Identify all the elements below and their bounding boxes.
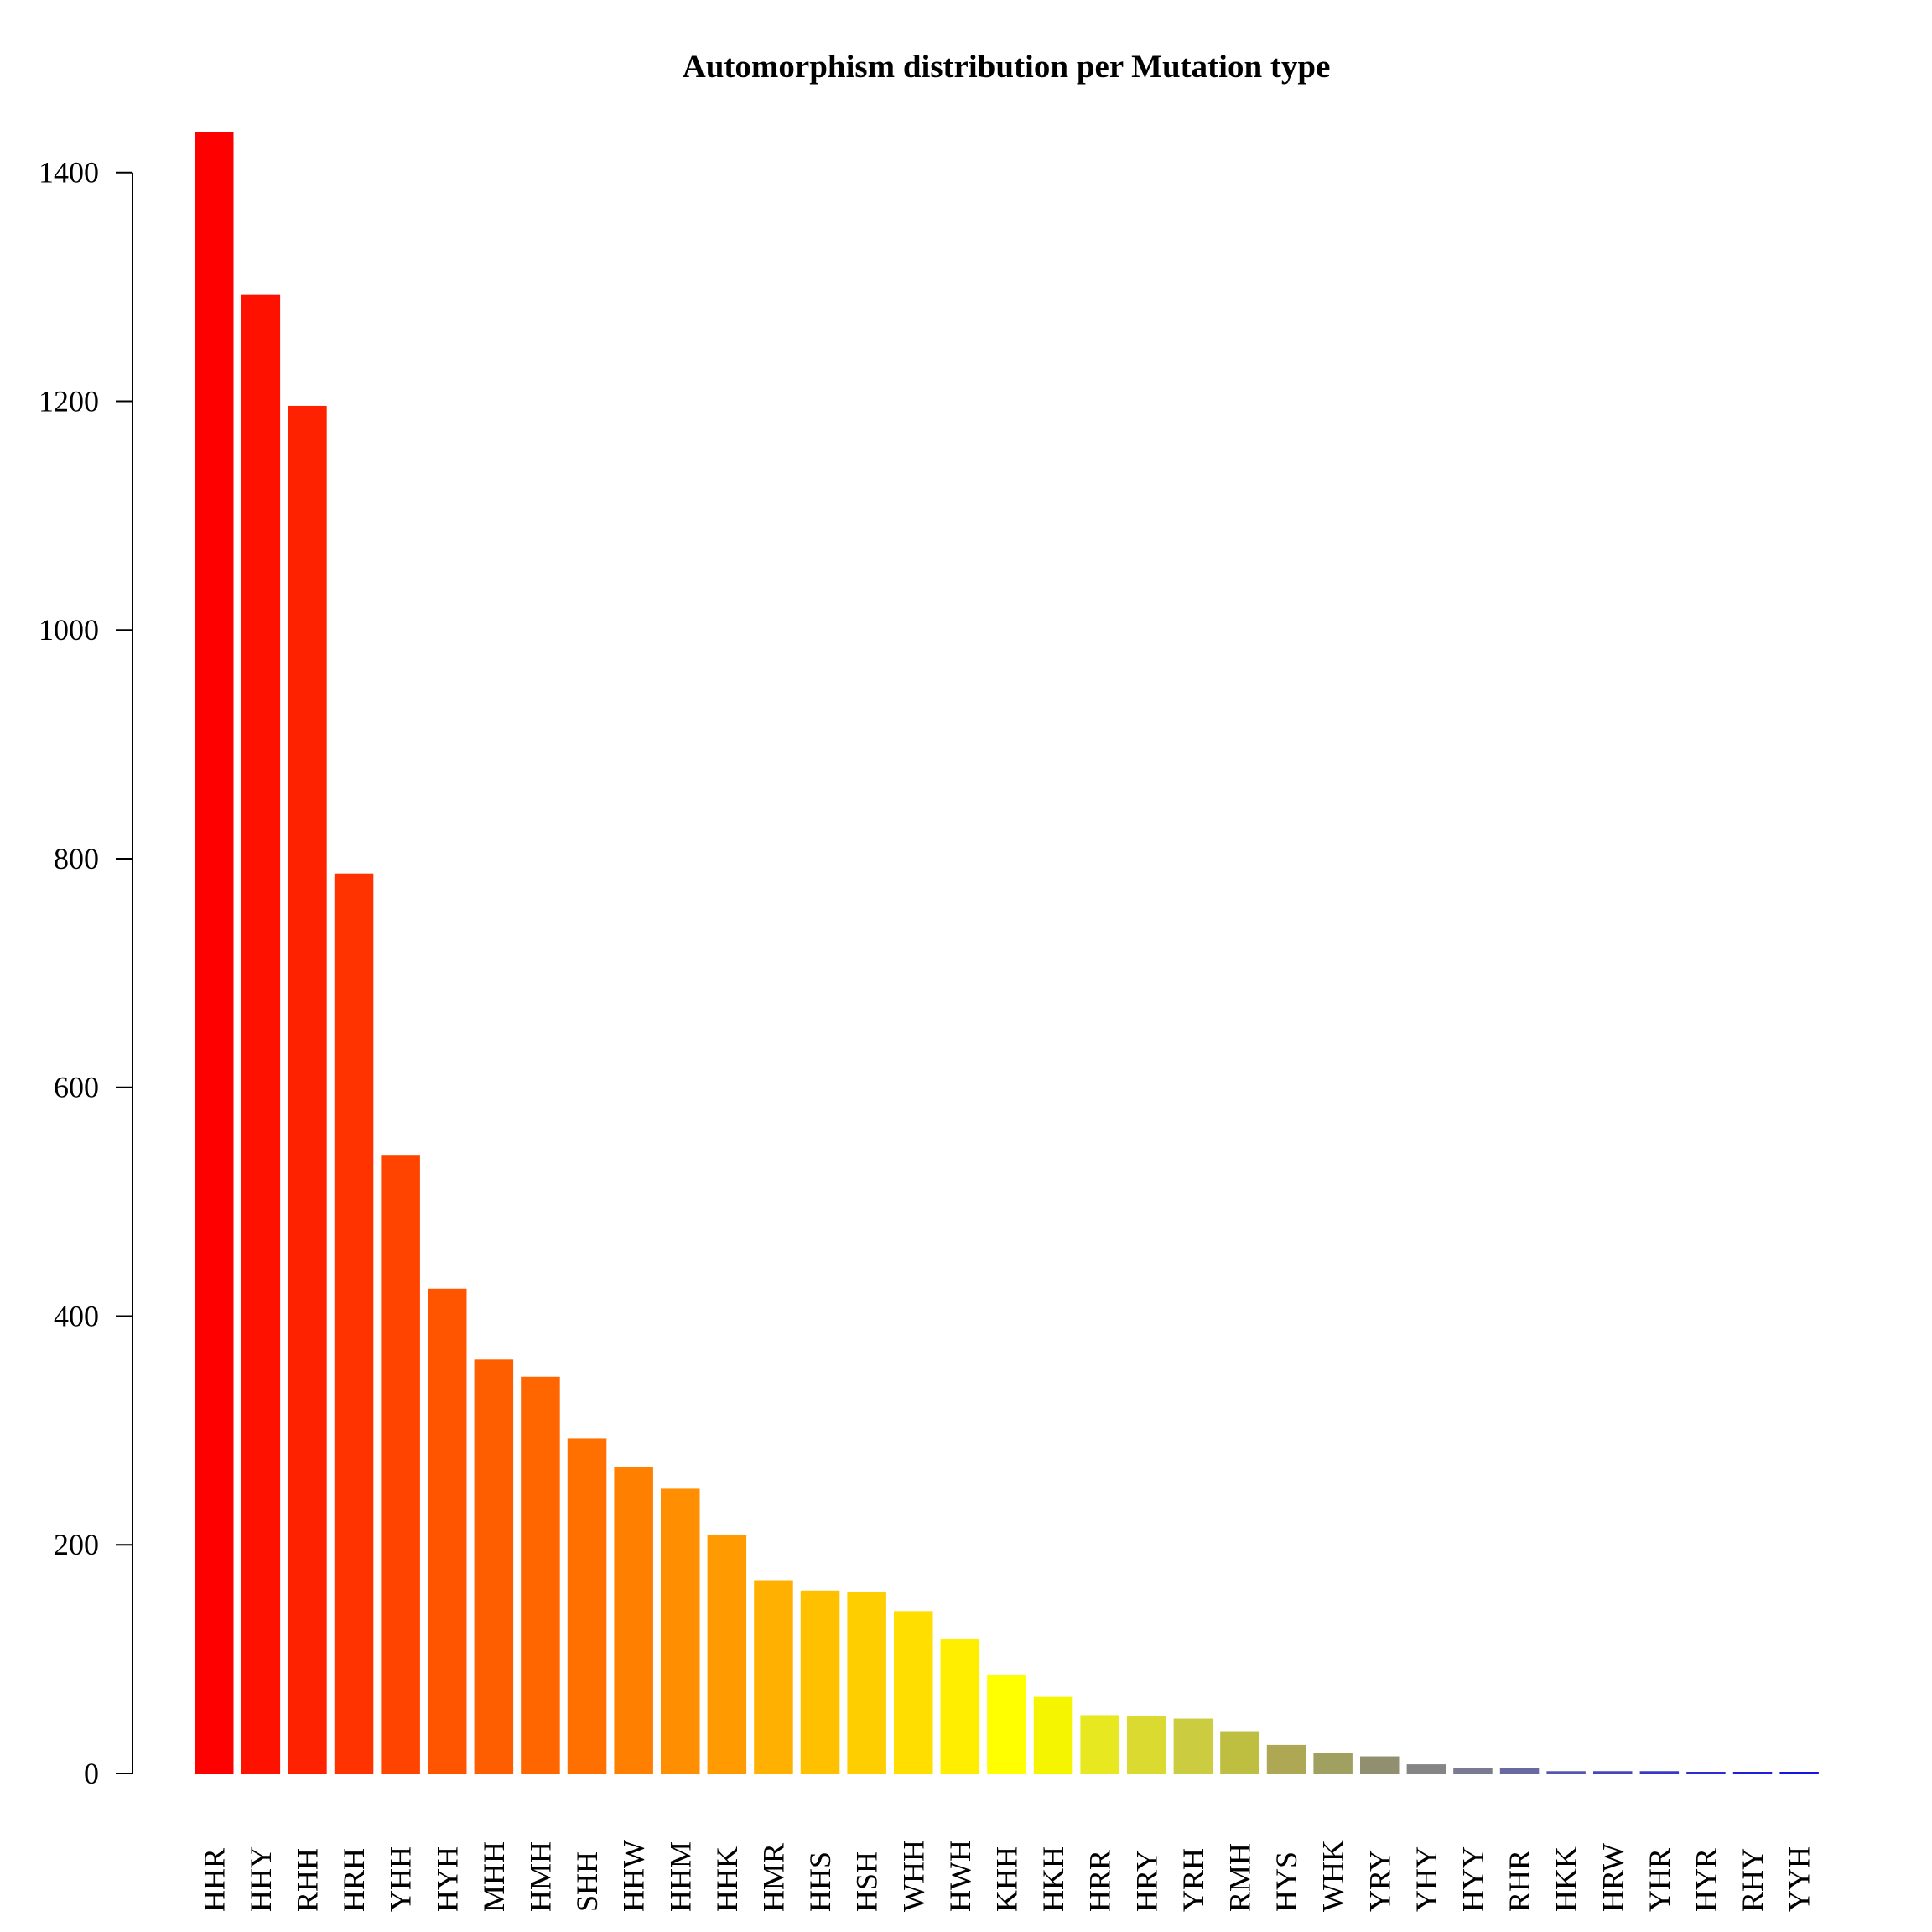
bar-hhy <box>241 294 281 1774</box>
y-tick-label: 200 <box>54 1528 99 1561</box>
x-tick-label: WHH <box>896 1840 930 1912</box>
bar-whh <box>894 1611 933 1774</box>
bar-hyh <box>428 1288 467 1774</box>
x-tick-label: HYY <box>1456 1846 1489 1912</box>
x-tick-label: HWH <box>943 1840 977 1912</box>
bar-mhh <box>474 1359 514 1774</box>
x-tick-label: RMH <box>1223 1843 1256 1912</box>
bar-hhm <box>661 1488 700 1774</box>
bar-hys <box>1266 1744 1306 1774</box>
bar-hmh <box>521 1376 560 1774</box>
x-tick-label: HYR <box>1689 1848 1722 1912</box>
y-tick-label: 400 <box>54 1299 99 1332</box>
x-tick-label: HHW <box>617 1840 651 1912</box>
bar-hsh <box>847 1592 886 1774</box>
y-tick-label: 1000 <box>39 613 99 647</box>
bar-yyh <box>1779 1772 1819 1774</box>
x-tick-label: HHM <box>663 1841 697 1912</box>
y-tick-label: 0 <box>84 1757 99 1790</box>
bar-rhy <box>1732 1772 1773 1774</box>
bar-yhr <box>1639 1771 1680 1774</box>
chart-title: Automorphism distribution per Mutation t… <box>683 49 1331 85</box>
bar-hyr <box>1686 1772 1726 1774</box>
bar-khh <box>987 1675 1026 1774</box>
x-tick-label: MHH <box>477 1841 511 1912</box>
x-tick-label: HRR <box>1083 1850 1117 1912</box>
bar-hrw <box>1593 1771 1633 1774</box>
bar-yry <box>1360 1756 1400 1774</box>
bars <box>195 132 1819 1774</box>
y-tick-label: 800 <box>54 842 99 875</box>
x-tick-label: YHY <box>1410 1846 1443 1912</box>
x-tick-label: KHH <box>989 1846 1023 1912</box>
y-tick-label: 1200 <box>39 384 99 418</box>
bar-yhy <box>1406 1764 1446 1774</box>
x-tick-label: HMR <box>756 1843 790 1912</box>
x-tick-label: HHS <box>803 1852 837 1912</box>
bar-hkh <box>1033 1696 1073 1774</box>
x-tick-label: YYH <box>1783 1846 1816 1912</box>
bar-hry <box>1127 1716 1166 1774</box>
x-tick-label: YHH <box>384 1846 418 1912</box>
bar-hhw <box>614 1467 653 1774</box>
bar-hkk <box>1546 1771 1586 1774</box>
bar-hrh <box>334 873 374 1774</box>
bar-rmh <box>1220 1731 1259 1774</box>
bar-rhr <box>1499 1768 1540 1774</box>
x-tick-label: HHK <box>710 1846 744 1912</box>
x-tick-label: RHH <box>290 1848 324 1912</box>
bar-hhs <box>800 1590 840 1774</box>
y-tick-label: 600 <box>54 1071 99 1104</box>
x-tick-label: HMH <box>523 1841 557 1912</box>
x-tick-label: HHY <box>244 1846 278 1912</box>
x-tick-label: HRH <box>337 1848 371 1912</box>
x-tick-label: WHK <box>1317 1840 1350 1912</box>
y-tick-label: 1400 <box>39 156 99 190</box>
bar-whk <box>1313 1753 1353 1774</box>
x-tick-label: YRH <box>1176 1848 1210 1912</box>
bar-hyy <box>1453 1768 1493 1774</box>
x-tick-label: HRW <box>1596 1843 1629 1912</box>
x-tick-label: HKH <box>1036 1846 1070 1912</box>
bar-yhh <box>381 1155 420 1774</box>
x-tick-label: RHY <box>1736 1848 1769 1912</box>
bar-hmr <box>754 1580 793 1774</box>
x-tick-label: RHR <box>1503 1850 1536 1912</box>
x-tick-label: HHR <box>197 1848 231 1912</box>
bar-shh <box>567 1438 607 1774</box>
x-axis-labels: HHR HHY RHH HRH YHH HYH MHH HMH SHH HHW HHM HHK HMR H… <box>197 1840 1815 1912</box>
x-tick-label: YHR <box>1643 1848 1676 1912</box>
bar-hwh <box>940 1639 980 1774</box>
x-tick-label: HSH <box>850 1852 884 1912</box>
bar-rhh <box>288 405 327 1774</box>
x-tick-label: YRY <box>1363 1850 1396 1912</box>
x-tick-label: HRY <box>1130 1850 1163 1912</box>
y-axis: 0 200 400 600 800 1000 1200 1400 <box>39 156 133 1790</box>
bar-yrh <box>1173 1718 1213 1774</box>
x-tick-label: SHH <box>570 1852 604 1912</box>
bar-hrr <box>1080 1715 1119 1774</box>
x-tick-label: HYH <box>430 1846 464 1912</box>
bar-hhk <box>707 1534 747 1774</box>
x-tick-label: HYS <box>1270 1852 1303 1912</box>
x-tick-label: HKK <box>1550 1846 1583 1912</box>
bar-hhr <box>195 132 234 1774</box>
